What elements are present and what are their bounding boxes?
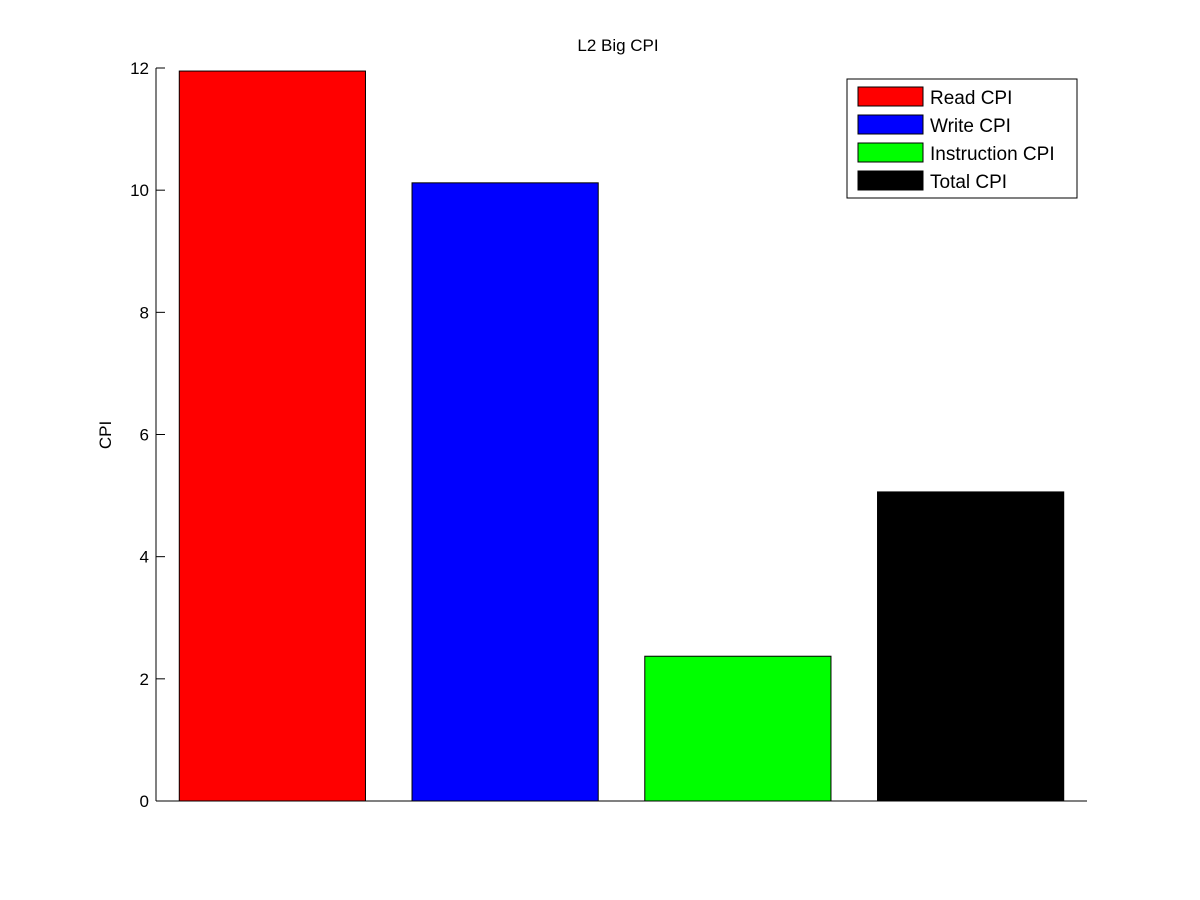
- legend: Read CPI Write CPI Instruction CPI Total CP…: [846, 78, 1078, 199]
- bar-instruction-cpi: [644, 655, 832, 802]
- y-axis-label: CPI: [96, 421, 115, 449]
- legend-label-total-cpi: Total CPI: [930, 172, 1007, 193]
- y-tick-label: 2: [140, 670, 149, 689]
- y-tick-label: 4: [140, 548, 149, 567]
- legend-swatch-write-cpi: [857, 114, 924, 135]
- legend-label-read-cpi: Read CPI: [930, 88, 1012, 109]
- y-tick-label: 8: [140, 303, 149, 322]
- legend-label-instruction-cpi: Instruction CPI: [930, 144, 1055, 165]
- y-tick-label: 10: [130, 181, 149, 200]
- y-tick-label: 6: [140, 426, 149, 445]
- legend-swatch-total-cpi: [857, 170, 924, 191]
- legend-swatch-read-cpi: [857, 86, 924, 107]
- legend-swatch-instruction-cpi: [857, 142, 924, 163]
- bar-total-cpi: [877, 491, 1065, 802]
- y-tick-label: 12: [130, 59, 149, 78]
- chart-title: L2 Big CPI: [577, 36, 658, 55]
- y-ticks-group: 0 2 4 6 8 10 12: [130, 59, 165, 811]
- legend-label-write-cpi: Write CPI: [930, 116, 1011, 137]
- bar-read-cpi: [178, 70, 366, 802]
- y-tick-label: 0: [140, 792, 149, 811]
- bar-write-cpi: [411, 182, 599, 802]
- bars-group: [178, 70, 1065, 802]
